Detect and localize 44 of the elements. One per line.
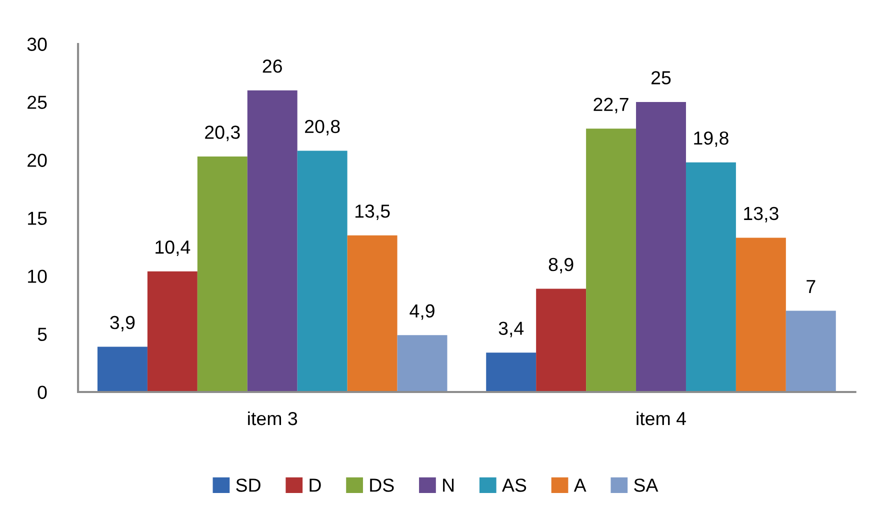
bar	[636, 102, 686, 392]
bar	[397, 335, 448, 392]
data-label: 19,8	[694, 131, 728, 147]
data-label: 20,3	[205, 126, 240, 142]
data-label: 3,9	[110, 316, 135, 332]
legend-label: N	[443, 478, 454, 492]
y-tick-label: 15	[28, 212, 47, 225]
data-label: 4,9	[410, 304, 434, 320]
legend-label: SD	[236, 478, 260, 492]
data-label: 22,7	[594, 98, 628, 114]
legend-label: A	[574, 478, 586, 492]
data-label: 13,3	[744, 206, 778, 222]
legend-label: D	[310, 478, 321, 492]
y-tick-label: 25	[28, 96, 47, 109]
bar	[586, 128, 636, 392]
data-label: 8,9	[548, 258, 574, 274]
legend-label: SA	[634, 478, 658, 492]
data-label: 10,4	[156, 240, 190, 256]
data-label: 25	[652, 71, 671, 84]
data-label: 13,5	[355, 204, 390, 220]
y-tick-label: 30	[27, 38, 47, 51]
y-tick-label: 5	[38, 328, 47, 341]
x-tick-label: item 3	[248, 411, 298, 426]
legend-label: DS	[370, 478, 394, 492]
bar	[297, 150, 348, 392]
bar	[536, 288, 586, 392]
bar	[686, 162, 736, 392]
data-label: 20,8	[305, 120, 340, 136]
y-tick-label: 10	[28, 270, 47, 283]
data-label: 26	[262, 60, 282, 73]
data-label: 3,4	[498, 322, 524, 338]
bar	[197, 156, 248, 392]
y-tick-label: 20	[28, 154, 47, 167]
data-label: 7	[806, 280, 816, 294]
bar	[486, 352, 536, 392]
legend-label: AS	[502, 478, 526, 492]
bar	[736, 238, 786, 392]
bar	[786, 310, 836, 392]
x-tick-label: item 4	[636, 411, 686, 426]
y-tick-label: 0	[38, 386, 47, 399]
bar	[147, 271, 198, 392]
bar	[347, 235, 398, 392]
bar	[97, 346, 148, 392]
bar	[247, 90, 298, 392]
